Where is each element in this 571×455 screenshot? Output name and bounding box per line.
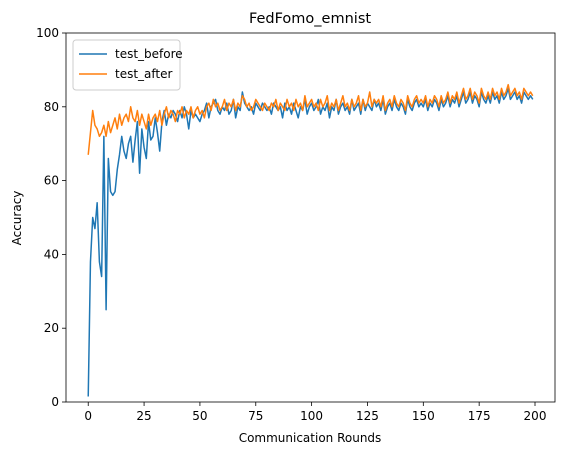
series-line [87, 83, 534, 155]
x-tick-label: 175 [468, 409, 491, 423]
chart-title: FedFomo_emnist [249, 11, 371, 27]
x-tick-label: 125 [356, 409, 379, 423]
y-tick-label: 20 [44, 321, 59, 335]
legend-label: test_before [115, 47, 183, 61]
x-tick-label: 75 [248, 409, 263, 423]
x-tick-label: 25 [136, 409, 151, 423]
x-tick-label: 50 [192, 409, 207, 423]
y-tick-label: 40 [44, 247, 59, 261]
legend-box [72, 39, 181, 91]
y-tick-label: 60 [44, 174, 59, 188]
series-line [87, 87, 534, 397]
x-tick-label: 200 [524, 409, 547, 423]
x-tick-label: 100 [300, 409, 323, 423]
y-tick-label: 100 [36, 26, 59, 40]
x-tick-label: 150 [412, 409, 435, 423]
axes-frame [65, 32, 556, 403]
y-axis-label: Accuracy [10, 191, 24, 246]
y-tick-label: 0 [51, 395, 59, 409]
x-axis-label: Communication Rounds [239, 431, 382, 445]
legend-label: test_after [115, 67, 173, 81]
y-tick-label: 80 [44, 100, 59, 114]
x-tick-label: 0 [84, 409, 92, 423]
